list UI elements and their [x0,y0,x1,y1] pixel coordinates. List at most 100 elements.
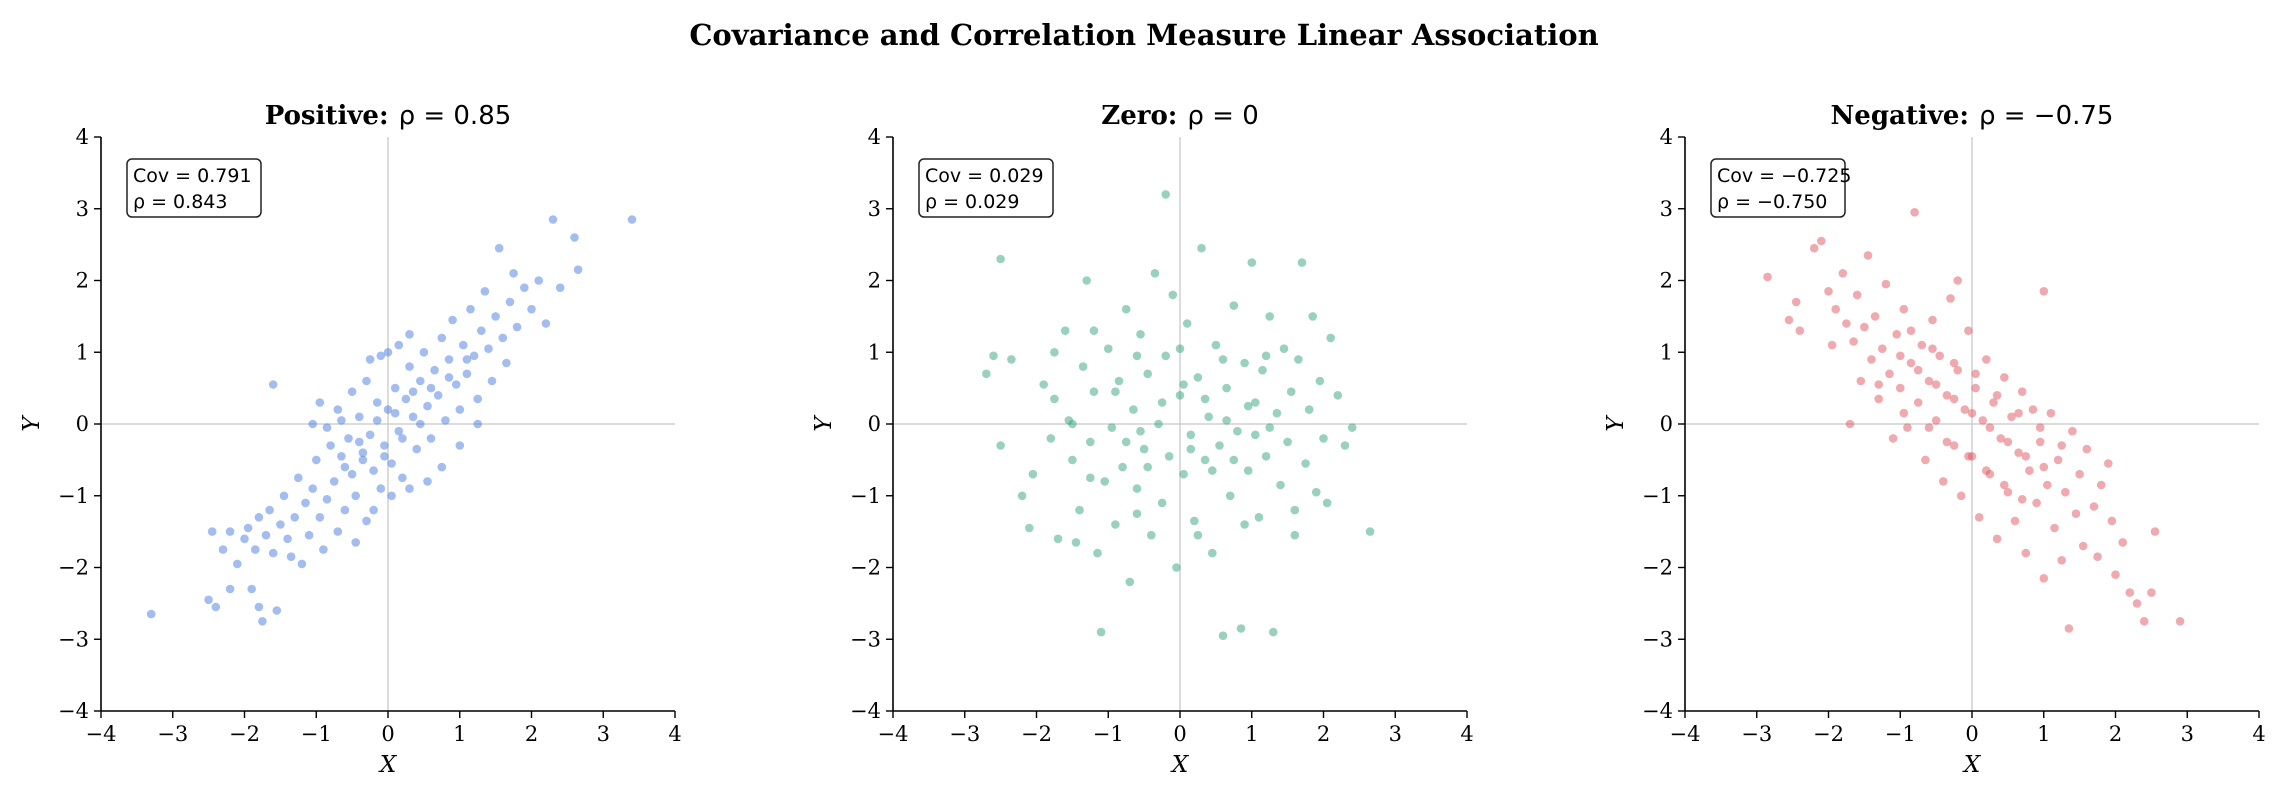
data-point [1881,279,1891,289]
data-point [1992,391,2002,400]
data-point [1967,408,1977,418]
x-tick-label: −3 [157,722,188,746]
y-tick-label: 0 [76,412,89,436]
data-point [297,559,307,569]
data-point [322,495,332,504]
data-point [326,441,335,450]
data-point [261,530,271,540]
y-tick-label: 1 [76,340,89,364]
data-point [1931,380,1941,389]
data-point [312,455,321,465]
data-point [982,369,991,379]
data-point [462,355,472,364]
data-point [1290,530,1300,540]
data-point [1200,394,1210,404]
data-point [1168,290,1178,300]
data-point [1243,466,1253,475]
data-point [333,527,343,536]
data-point [369,505,378,515]
data-point [1928,344,1937,354]
subplot-title-label: Negative: [1831,101,1969,131]
correlation-value: ρ = −0.750 [1717,191,1827,213]
data-point [347,469,357,479]
data-point [315,398,325,407]
data-point [408,387,418,397]
data-point [477,326,486,336]
data-point [408,412,418,422]
subplot-title-rho: ρ = 0.85 [399,101,512,131]
data-point [355,437,364,447]
data-point [372,398,382,407]
data-point [2150,527,2160,536]
y-axis-label: Y [1603,414,1629,432]
data-point [1319,434,1328,443]
data-point [1111,387,1120,397]
data-point [301,498,310,508]
data-point [1060,326,1070,336]
y-tick-label: 4 [1660,125,1673,149]
data-point [1878,344,1887,354]
data-point [1222,383,1231,393]
data-point [1276,480,1285,490]
data-point [337,452,346,461]
data-point [1215,441,1224,450]
data-point [1888,434,1898,443]
data-point [570,233,579,242]
y-tick-label: −2 [58,556,89,580]
x-tick-label: 3 [2181,722,2194,746]
data-point [444,355,454,364]
subplot-title-label: Zero: [1101,101,1177,131]
stats-box: Cov = 0.029 ρ = 0.029 [918,158,1054,218]
data-point [494,243,504,253]
data-point [254,602,264,612]
data-point [1197,243,1206,253]
data-point [1208,548,1217,558]
data-point [294,473,303,483]
data-point [1856,376,1866,386]
data-point [258,617,267,626]
data-point [351,491,361,501]
data-point [1261,351,1271,361]
data-point [466,304,475,314]
data-point [2068,426,2077,436]
data-point [1896,351,1905,361]
x-tick-label: −1 [1093,722,1124,746]
data-point [276,520,285,529]
data-point [398,473,407,483]
y-tick-label: 2 [1660,269,1673,293]
y-tick-label: 2 [868,269,881,293]
data-point [548,215,558,224]
data-point [1964,452,1973,461]
data-point [1175,391,1185,400]
data-point [1050,348,1059,357]
data-point [383,405,393,414]
subplot-2: Zero: ρ = 0 −4 −3 −2 −1 0 1 2 3 4 −4 −3 −2 −1 0 1 2 3 4 X Y Co… [811,101,1474,778]
data-point [1100,477,1109,486]
data-point [1974,513,1984,522]
data-point [304,530,314,540]
data-point [2132,599,2142,608]
data-point [1863,251,1873,260]
data-point [1136,330,1145,339]
data-point [204,595,213,605]
data-point [1114,376,1124,386]
x-tick-label: 3 [1389,722,1402,746]
data-point [1892,330,1901,339]
data-point [416,419,425,429]
data-point [1874,380,1883,389]
subplot-title: Zero: ρ = 0 [1101,101,1259,131]
data-point [1838,269,1848,278]
data-point [1068,455,1077,465]
data-point [1903,423,1912,432]
data-point [1960,405,1970,414]
data-point [1326,333,1335,343]
data-point [1849,337,1858,346]
correlation-value: ρ = 0.843 [133,191,227,213]
data-point [1297,258,1307,267]
data-point [1243,401,1253,411]
data-point [541,319,551,328]
data-point [430,365,439,375]
data-point [1157,498,1167,508]
data-point [1949,358,1959,368]
